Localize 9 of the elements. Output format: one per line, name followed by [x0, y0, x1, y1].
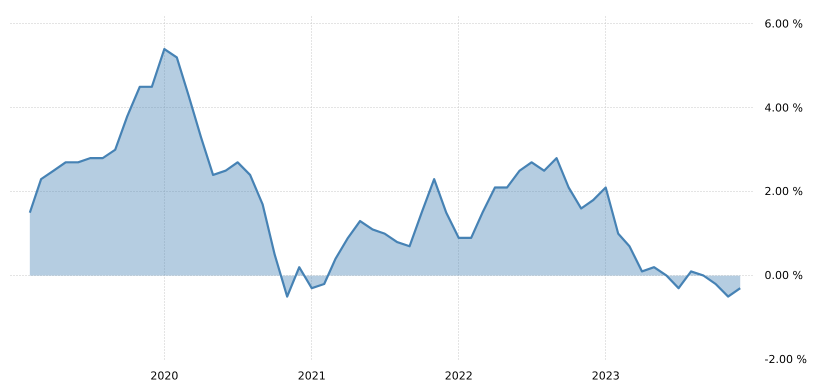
- x-tick-label: 2020: [150, 370, 178, 382]
- x-tick-label: 2022: [444, 370, 473, 382]
- y-tick-label: 6.00 %: [764, 17, 803, 30]
- x-tick-label: 2021: [298, 370, 326, 382]
- y-tick-label: 4.00 %: [764, 101, 803, 114]
- y-tick-label: 2.00 %: [764, 185, 803, 198]
- y-tick-label: -2.00 %: [764, 353, 807, 366]
- y-tick-label: 0.00 %: [764, 269, 803, 282]
- x-tick-label: 2023: [592, 370, 620, 382]
